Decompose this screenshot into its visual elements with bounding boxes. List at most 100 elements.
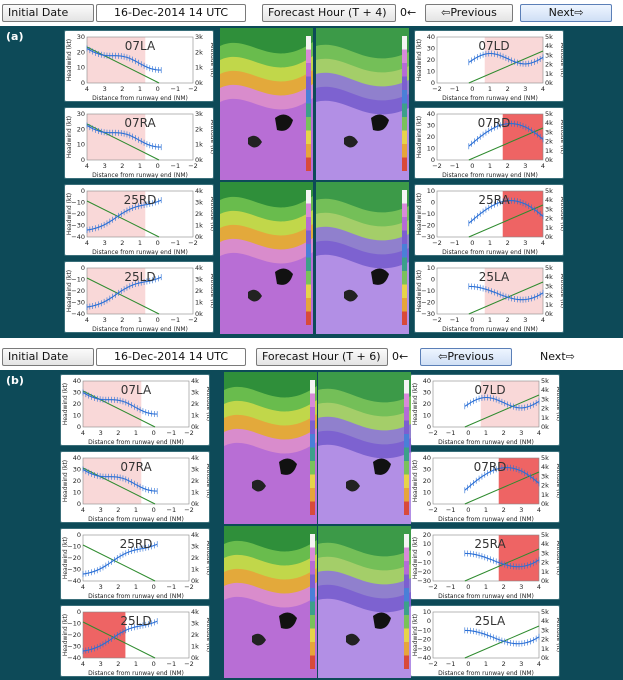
altitude-tick-label: 3k — [191, 466, 199, 474]
altitude-tick-label: 3k — [541, 626, 549, 634]
initial-date-field[interactable]: 16-Dec-2014 14 UTC — [96, 348, 246, 366]
terrain-mask — [373, 612, 391, 629]
y-tick-label: 30 — [423, 466, 431, 474]
altitude-tick-label: 0k — [195, 310, 203, 318]
altitude-axis-label: Altitude (ft) — [205, 464, 210, 498]
altitude-tick-label: 5k — [545, 110, 553, 118]
color-scale-bar — [306, 36, 311, 171]
runway-name: 07RA — [120, 460, 152, 474]
x-axis-label: Distance from runway end (NM) — [438, 593, 534, 600]
x-tick-label: 0 — [470, 239, 474, 247]
altitude-tick-label: 5k — [545, 187, 553, 195]
y-tick-label: 10 — [427, 187, 435, 195]
altitude-tick-label: 5k — [541, 531, 549, 539]
altitude-tick-label: 3k — [195, 110, 203, 118]
y-axis-label: Headwind (kt) — [412, 537, 419, 579]
y-axis-label: Headwind (kt) — [66, 116, 73, 158]
runway-chart-svg: −2 −1 0 1 2 3 4100−10−20−30−405k4k3k2k1k0kDist… — [412, 608, 559, 676]
hour-back-button[interactable]: 0← — [392, 350, 409, 363]
altitude-tick-label: 3k — [191, 620, 199, 628]
runway-chart-07ra: 4 3 2 1 0 −1 −2 30 20 10 0 3k 2k 1k 0k Distance from ru… — [64, 107, 214, 179]
x-axis-label: Distance from runway end (NM) — [88, 439, 184, 446]
altitude-axis-label: Altitude (ft) — [209, 197, 214, 231]
altitude-tick-label: 0k — [191, 577, 199, 585]
headwind-line — [86, 199, 162, 231]
terrain-mask — [248, 135, 262, 148]
headwind-line — [468, 200, 544, 224]
runway-chart-07rd: −2 −1 0 1 2 3 4 40 30 20 10 0 5k 4k 3k 2k 1k 0k Distance f… — [410, 451, 560, 523]
altitude-tick-label: 3k — [541, 472, 549, 480]
x-tick-label: 4 — [81, 429, 85, 437]
previous-button[interactable]: ⇦Previous — [420, 348, 512, 366]
initial-date-label: Initial Date — [2, 4, 94, 22]
x-axis-label: Distance from runway end (NM) — [88, 516, 184, 523]
y-tick-label: 0 — [427, 617, 431, 625]
forecast-hour-label: Forecast Hour (T + 4) — [262, 4, 396, 22]
altitude-tick-label: 2k — [545, 292, 553, 300]
y-tick-label: 20 — [77, 48, 85, 56]
y-axis-label: Headwind (kt) — [416, 116, 423, 158]
terrain-mask — [252, 633, 266, 646]
altitude-tick-label: 4k — [195, 187, 203, 195]
x-tick-label: −2 — [428, 429, 438, 437]
panel-label: (a) — [6, 30, 24, 43]
y-tick-label: −20 — [71, 287, 85, 295]
runway-chart-25la: −2 −1 0 1 2 3 4 10 0 −10 −20 −30 −40 5k 4k 3k 2k 1k 0k Dist… — [410, 605, 560, 677]
y-axis-label: Headwind (kt) — [66, 193, 73, 235]
x-tick-label: −2 — [184, 429, 194, 437]
altitude-tick-label: 2k — [195, 210, 203, 218]
x-tick-label: 3 — [103, 162, 107, 170]
altitude-tick-label: 0k — [545, 310, 553, 318]
x-tick-label: −2 — [432, 162, 442, 170]
altitude-tick-label: 3k — [195, 276, 203, 284]
y-tick-label: 0 — [427, 549, 431, 557]
headwind-line — [82, 392, 158, 415]
altitude-tick-label: 3k — [191, 543, 199, 551]
y-axis-label: Headwind (kt) — [412, 614, 419, 656]
x-axis-label: Distance from runway end (NM) — [438, 516, 534, 523]
previous-button[interactable]: ⇦Previous — [425, 4, 513, 22]
y-tick-label: −30 — [67, 566, 81, 574]
x-tick-label: 3 — [99, 506, 103, 514]
altitude-tick-label: 0k — [191, 423, 199, 431]
altitude-axis-label: Altitude (ft) — [555, 387, 560, 421]
initial-date-field[interactable]: 16-Dec-2014 14 UTC — [96, 4, 246, 22]
hour-back-button[interactable]: 0← — [400, 6, 417, 19]
hazard-shade — [87, 191, 146, 237]
altitude-tick-label: 0k — [545, 156, 553, 164]
x-tick-label: 3 — [99, 583, 103, 591]
x-tick-label: 2 — [506, 85, 510, 93]
x-tick-label: 0 — [470, 316, 474, 324]
y-axis-label: Headwind (kt) — [62, 460, 69, 502]
color-scale-bar — [404, 534, 409, 669]
headwind-line — [468, 123, 544, 147]
runway-name: 07LA — [121, 383, 152, 397]
y-tick-label: −10 — [71, 276, 85, 284]
altitude-tick-label: 1k — [545, 301, 553, 309]
next-button[interactable]: Next⇨ — [540, 350, 575, 363]
x-tick-label: 1 — [484, 583, 488, 591]
headwind-line — [86, 276, 162, 308]
x-axis-label: Distance from runway end (NM) — [88, 593, 184, 600]
altitude-tick-label: 4k — [545, 42, 553, 50]
y-tick-label: −40 — [67, 577, 81, 585]
runway-chart-07ra: 4 3 2 1 0 −1 −2 40 30 20 10 0 4k 3k 2k 1k 0k Distance fro… — [60, 451, 210, 523]
x-tick-label: −1 — [167, 506, 177, 514]
altitude-tick-label: 1k — [191, 412, 199, 420]
y-tick-label: −40 — [71, 310, 85, 318]
y-tick-label: 40 — [423, 454, 431, 462]
x-tick-label: 2 — [120, 162, 124, 170]
altitude-axis-label: Altitude (ft) — [559, 43, 564, 77]
terrain-mask — [371, 114, 389, 131]
y-tick-label: 0 — [81, 79, 85, 87]
x-tick-label: 1 — [134, 583, 138, 591]
headwind-line — [86, 48, 162, 71]
altitude-tick-label: 3k — [191, 389, 199, 397]
x-tick-label: −1 — [171, 162, 181, 170]
y-tick-label: −10 — [67, 543, 81, 551]
next-button[interactable]: Next⇨ — [520, 4, 612, 22]
x-tick-label: 4 — [85, 85, 89, 93]
runway-name: 25RD — [124, 193, 157, 207]
x-tick-label: 2 — [502, 660, 506, 668]
